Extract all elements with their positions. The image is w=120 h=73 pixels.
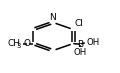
Text: N: N <box>50 13 56 22</box>
Text: CH: CH <box>8 39 21 48</box>
Text: O: O <box>24 39 31 48</box>
Text: B: B <box>77 40 83 49</box>
Text: 3: 3 <box>17 43 21 49</box>
Text: OH: OH <box>74 48 87 57</box>
Text: OH: OH <box>86 38 99 47</box>
Text: Cl: Cl <box>74 19 83 28</box>
